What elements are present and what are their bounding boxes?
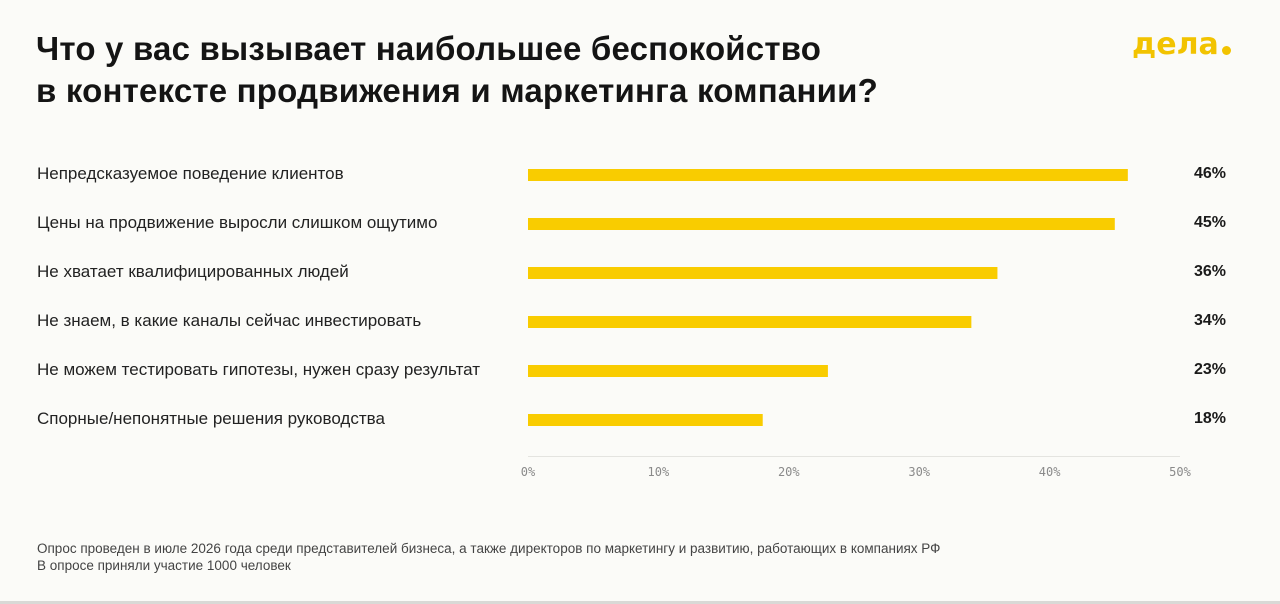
- category-label-4: Не знаем, в какие каналы сейчас инвестир…: [37, 311, 422, 330]
- bar-3: [528, 267, 998, 279]
- brand-logo-dot: [1221, 46, 1231, 55]
- category-label-6: Спорные/непонятные решения руководства: [37, 409, 385, 428]
- category-label-3: Не хватает квалифицированных людей: [37, 262, 349, 281]
- value-label-3: 36%: [1193, 263, 1227, 280]
- brand-logo: дела: [1132, 30, 1231, 60]
- chart-title: Что у вас вызывает наибольшее беспокойст…: [36, 28, 878, 112]
- value-label-5: 23%: [1193, 361, 1227, 378]
- x-tick-label-3: 20%: [777, 465, 800, 479]
- x-tick-label-1: 0%: [520, 465, 536, 479]
- footnote: Опрос проведен в июле 2026 года среди пр…: [37, 540, 940, 574]
- footnote-line-1: Опрос проведен в июле 2026 года среди пр…: [37, 541, 941, 556]
- bar-5: [528, 365, 828, 377]
- value-label-4: 34%: [1193, 312, 1227, 329]
- x-tick-label-5: 40%: [1038, 465, 1061, 479]
- x-tick-label-2: 10%: [647, 465, 670, 479]
- category-label-1: Непредсказуемое поведение клиентов: [37, 164, 344, 183]
- category-label-5: Не можем тестировать гипотезы, нужен сра…: [37, 360, 481, 379]
- bar-1: [528, 169, 1128, 181]
- bar-2: [528, 218, 1115, 230]
- chart-title-line-1: Что у вас вызывает наибольшее беспокойст…: [36, 30, 822, 67]
- x-tick-label-6: 50%: [1169, 465, 1191, 479]
- bottom-divider: [0, 601, 1280, 604]
- x-tick-label-4: 30%: [908, 465, 931, 479]
- brand-logo-text: дела: [1132, 27, 1219, 62]
- bar-4: [528, 316, 972, 328]
- value-label-6: 18%: [1193, 410, 1227, 427]
- x-axis-line: [528, 456, 1180, 457]
- bar-6: [528, 414, 763, 426]
- value-label-2: 45%: [1193, 214, 1227, 231]
- footnote-line-2: В опросе приняли участие 1000 человек: [37, 558, 291, 573]
- category-label-2: Цены на продвижение выросли слишком ощут…: [37, 213, 438, 232]
- chart-title-line-2: в контексте продвижения и маркетинга ком…: [36, 72, 878, 109]
- value-label-1: 46%: [1193, 165, 1227, 182]
